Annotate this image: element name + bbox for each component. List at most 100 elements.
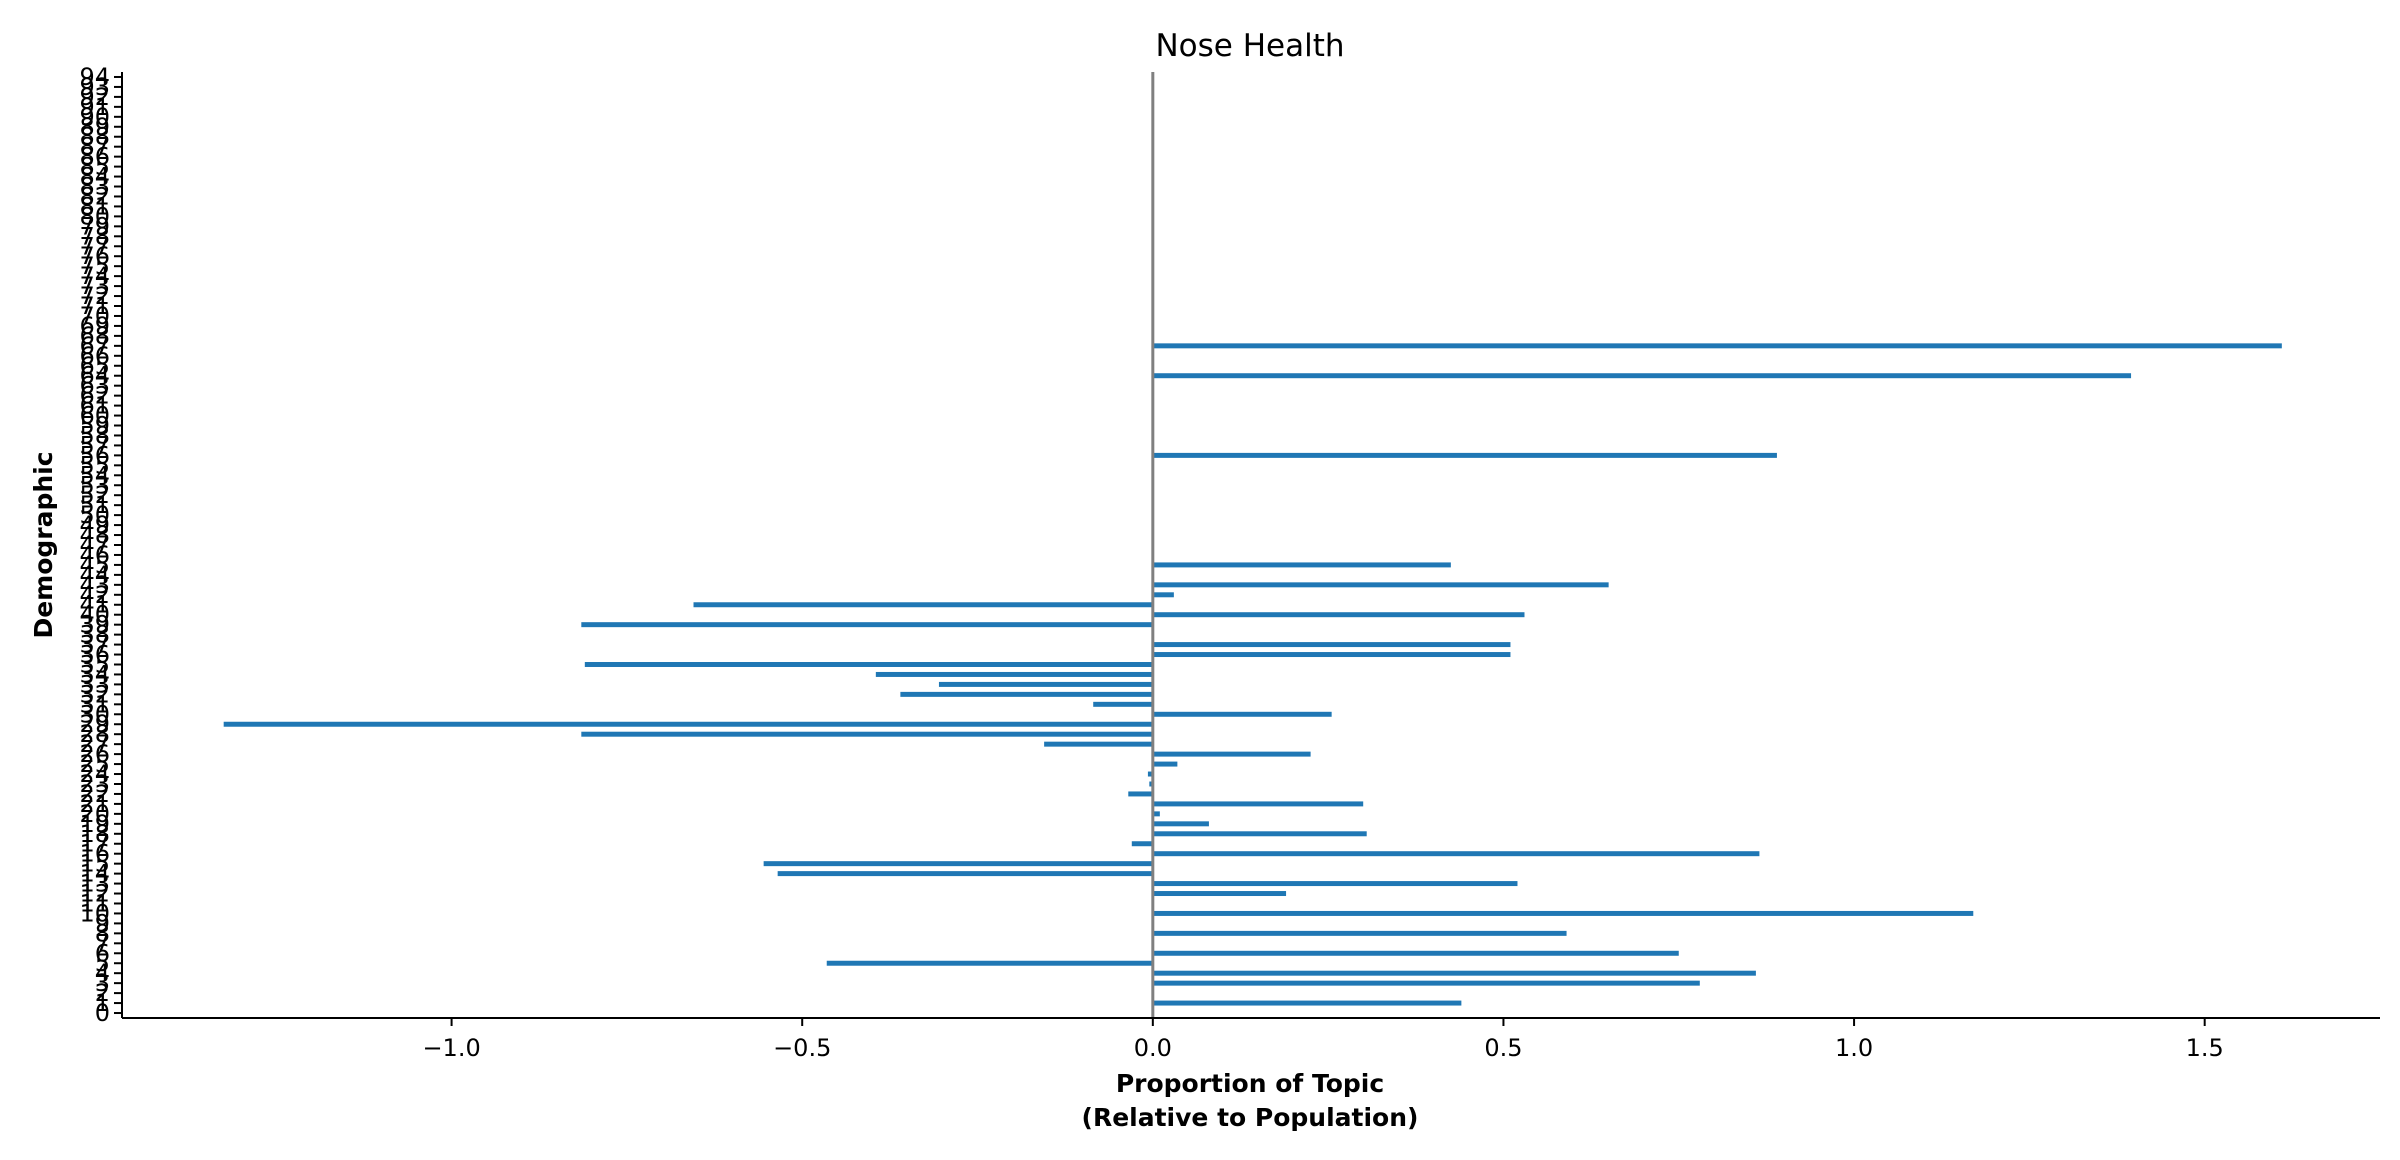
y-tick-label: 83: [79, 173, 110, 201]
y-tick-label: 66: [79, 342, 110, 370]
bar-31: [1093, 701, 1153, 707]
y-tick-label: 70: [79, 302, 110, 330]
bar-24: [1147, 771, 1153, 777]
y-tick-label: 17: [79, 830, 110, 858]
y-tick-label: 60: [79, 402, 110, 430]
y-tick-label: 71: [79, 292, 110, 320]
y-tick-label: 80: [79, 202, 110, 230]
y-tick-label: 77: [79, 232, 110, 260]
bar-35: [584, 662, 1153, 667]
y-tick-label: 39: [79, 611, 110, 639]
y-tick-label: 45: [79, 551, 110, 579]
y-tick-label: 58: [79, 421, 110, 449]
bar-36: [1152, 652, 1511, 658]
bar-6: [1152, 950, 1679, 956]
bar-5: [826, 960, 1153, 966]
y-tick-label: 62: [79, 382, 110, 410]
bar-40: [1152, 612, 1525, 618]
y-tick-label: 52: [79, 481, 110, 509]
y-tick-label: 18: [79, 820, 110, 848]
bar-3: [1152, 980, 1700, 986]
y-tick-label: 82: [79, 182, 110, 210]
y-tick-label: 42: [79, 581, 110, 609]
bar-4: [1152, 970, 1756, 976]
y-tick-label: 76: [79, 242, 110, 270]
bar-37: [1152, 642, 1511, 648]
y-tick-label: 72: [79, 282, 110, 310]
y-tick-label: 26: [79, 740, 110, 768]
bar-14: [777, 871, 1153, 877]
y-ticks: 0123456789101112131415161718192021222324…: [79, 63, 122, 1027]
y-tick-label: 55: [79, 451, 110, 479]
bar-8: [1152, 930, 1567, 936]
y-tick-label: 38: [79, 621, 110, 649]
bar-1: [1152, 1000, 1462, 1006]
y-tick-label: 78: [79, 222, 110, 250]
y-tick-label: 91: [79, 93, 110, 121]
y-tick-label: 56: [79, 441, 110, 469]
y-tick-label: 61: [79, 392, 110, 420]
bar-39: [581, 622, 1153, 628]
y-tick-label: 84: [79, 163, 110, 191]
y-tick-label: 59: [79, 412, 110, 440]
y-tick-label: 75: [79, 252, 110, 280]
y-tick-label: 2: [95, 979, 110, 1007]
y-tick-label: 6: [95, 939, 110, 967]
y-tick-label: 85: [79, 153, 110, 181]
y-tick-label: 30: [79, 700, 110, 728]
bar-17: [1131, 841, 1153, 847]
y-tick-label: 44: [79, 561, 110, 589]
y-tick-label: 68: [79, 322, 110, 350]
bar-32: [900, 691, 1153, 697]
bar-16: [1152, 851, 1760, 857]
y-tick-label: 13: [79, 870, 110, 898]
y-tick-label: 43: [79, 571, 110, 599]
bar-10: [1152, 910, 1974, 916]
bar-33: [938, 681, 1153, 687]
bar-13: [1152, 881, 1518, 887]
y-tick-label: 19: [79, 810, 110, 838]
y-tick-label: 22: [79, 780, 110, 808]
y-tick-label: 10: [79, 899, 110, 927]
bar-28: [581, 731, 1153, 737]
y-tick-label: 47: [79, 531, 110, 559]
x-ticks: −1.0 −0.5 0.0 0.5 1.0 1.5: [422, 1018, 2224, 1062]
x-axis-title-line2: (Relative to Population): [1082, 1103, 1419, 1132]
y-tick-label: 93: [79, 73, 110, 101]
bar-45: [1152, 562, 1451, 568]
y-tick-label: 33: [79, 670, 110, 698]
y-tick-label: 54: [79, 461, 110, 489]
y-tick-label: 1: [95, 989, 110, 1017]
bar-21: [1152, 801, 1364, 807]
bar-27: [1044, 741, 1153, 747]
y-tick-label: 67: [79, 332, 110, 360]
y-tick-label: 7: [95, 929, 110, 957]
y-tick-label: 12: [79, 880, 110, 908]
y-tick-label: 14: [79, 860, 110, 888]
y-tick-label: 16: [79, 840, 110, 868]
x-axis-title-line1: Proportion of Topic: [1116, 1069, 1384, 1098]
y-tick-label: 73: [79, 272, 110, 300]
y-axis-title: Demographic: [29, 451, 58, 638]
chart-title: Nose Health: [1155, 28, 1344, 64]
y-tick-label: 4: [95, 959, 110, 987]
y-tick-label: 88: [79, 123, 110, 151]
bar-18: [1152, 831, 1367, 837]
y-tick-label: 65: [79, 352, 110, 380]
y-tick-label: 32: [79, 680, 110, 708]
y-tick-label: 29: [79, 710, 110, 738]
x-tick-label: 1.5: [2186, 1034, 2224, 1062]
y-tick-label: 50: [79, 501, 110, 529]
y-tick-label: 24: [79, 760, 110, 788]
y-tick-label: 89: [79, 113, 110, 141]
bar-41: [693, 602, 1153, 608]
y-tick-label: 86: [79, 143, 110, 171]
y-tick-label: 21: [79, 790, 110, 818]
y-tick-label: 8: [95, 919, 110, 947]
x-tick-label: 0.0: [1134, 1034, 1172, 1062]
y-tick-label: 25: [79, 750, 110, 778]
bar-56: [1152, 452, 1777, 458]
bar-64: [1152, 373, 2132, 379]
bars: [223, 343, 2282, 1006]
